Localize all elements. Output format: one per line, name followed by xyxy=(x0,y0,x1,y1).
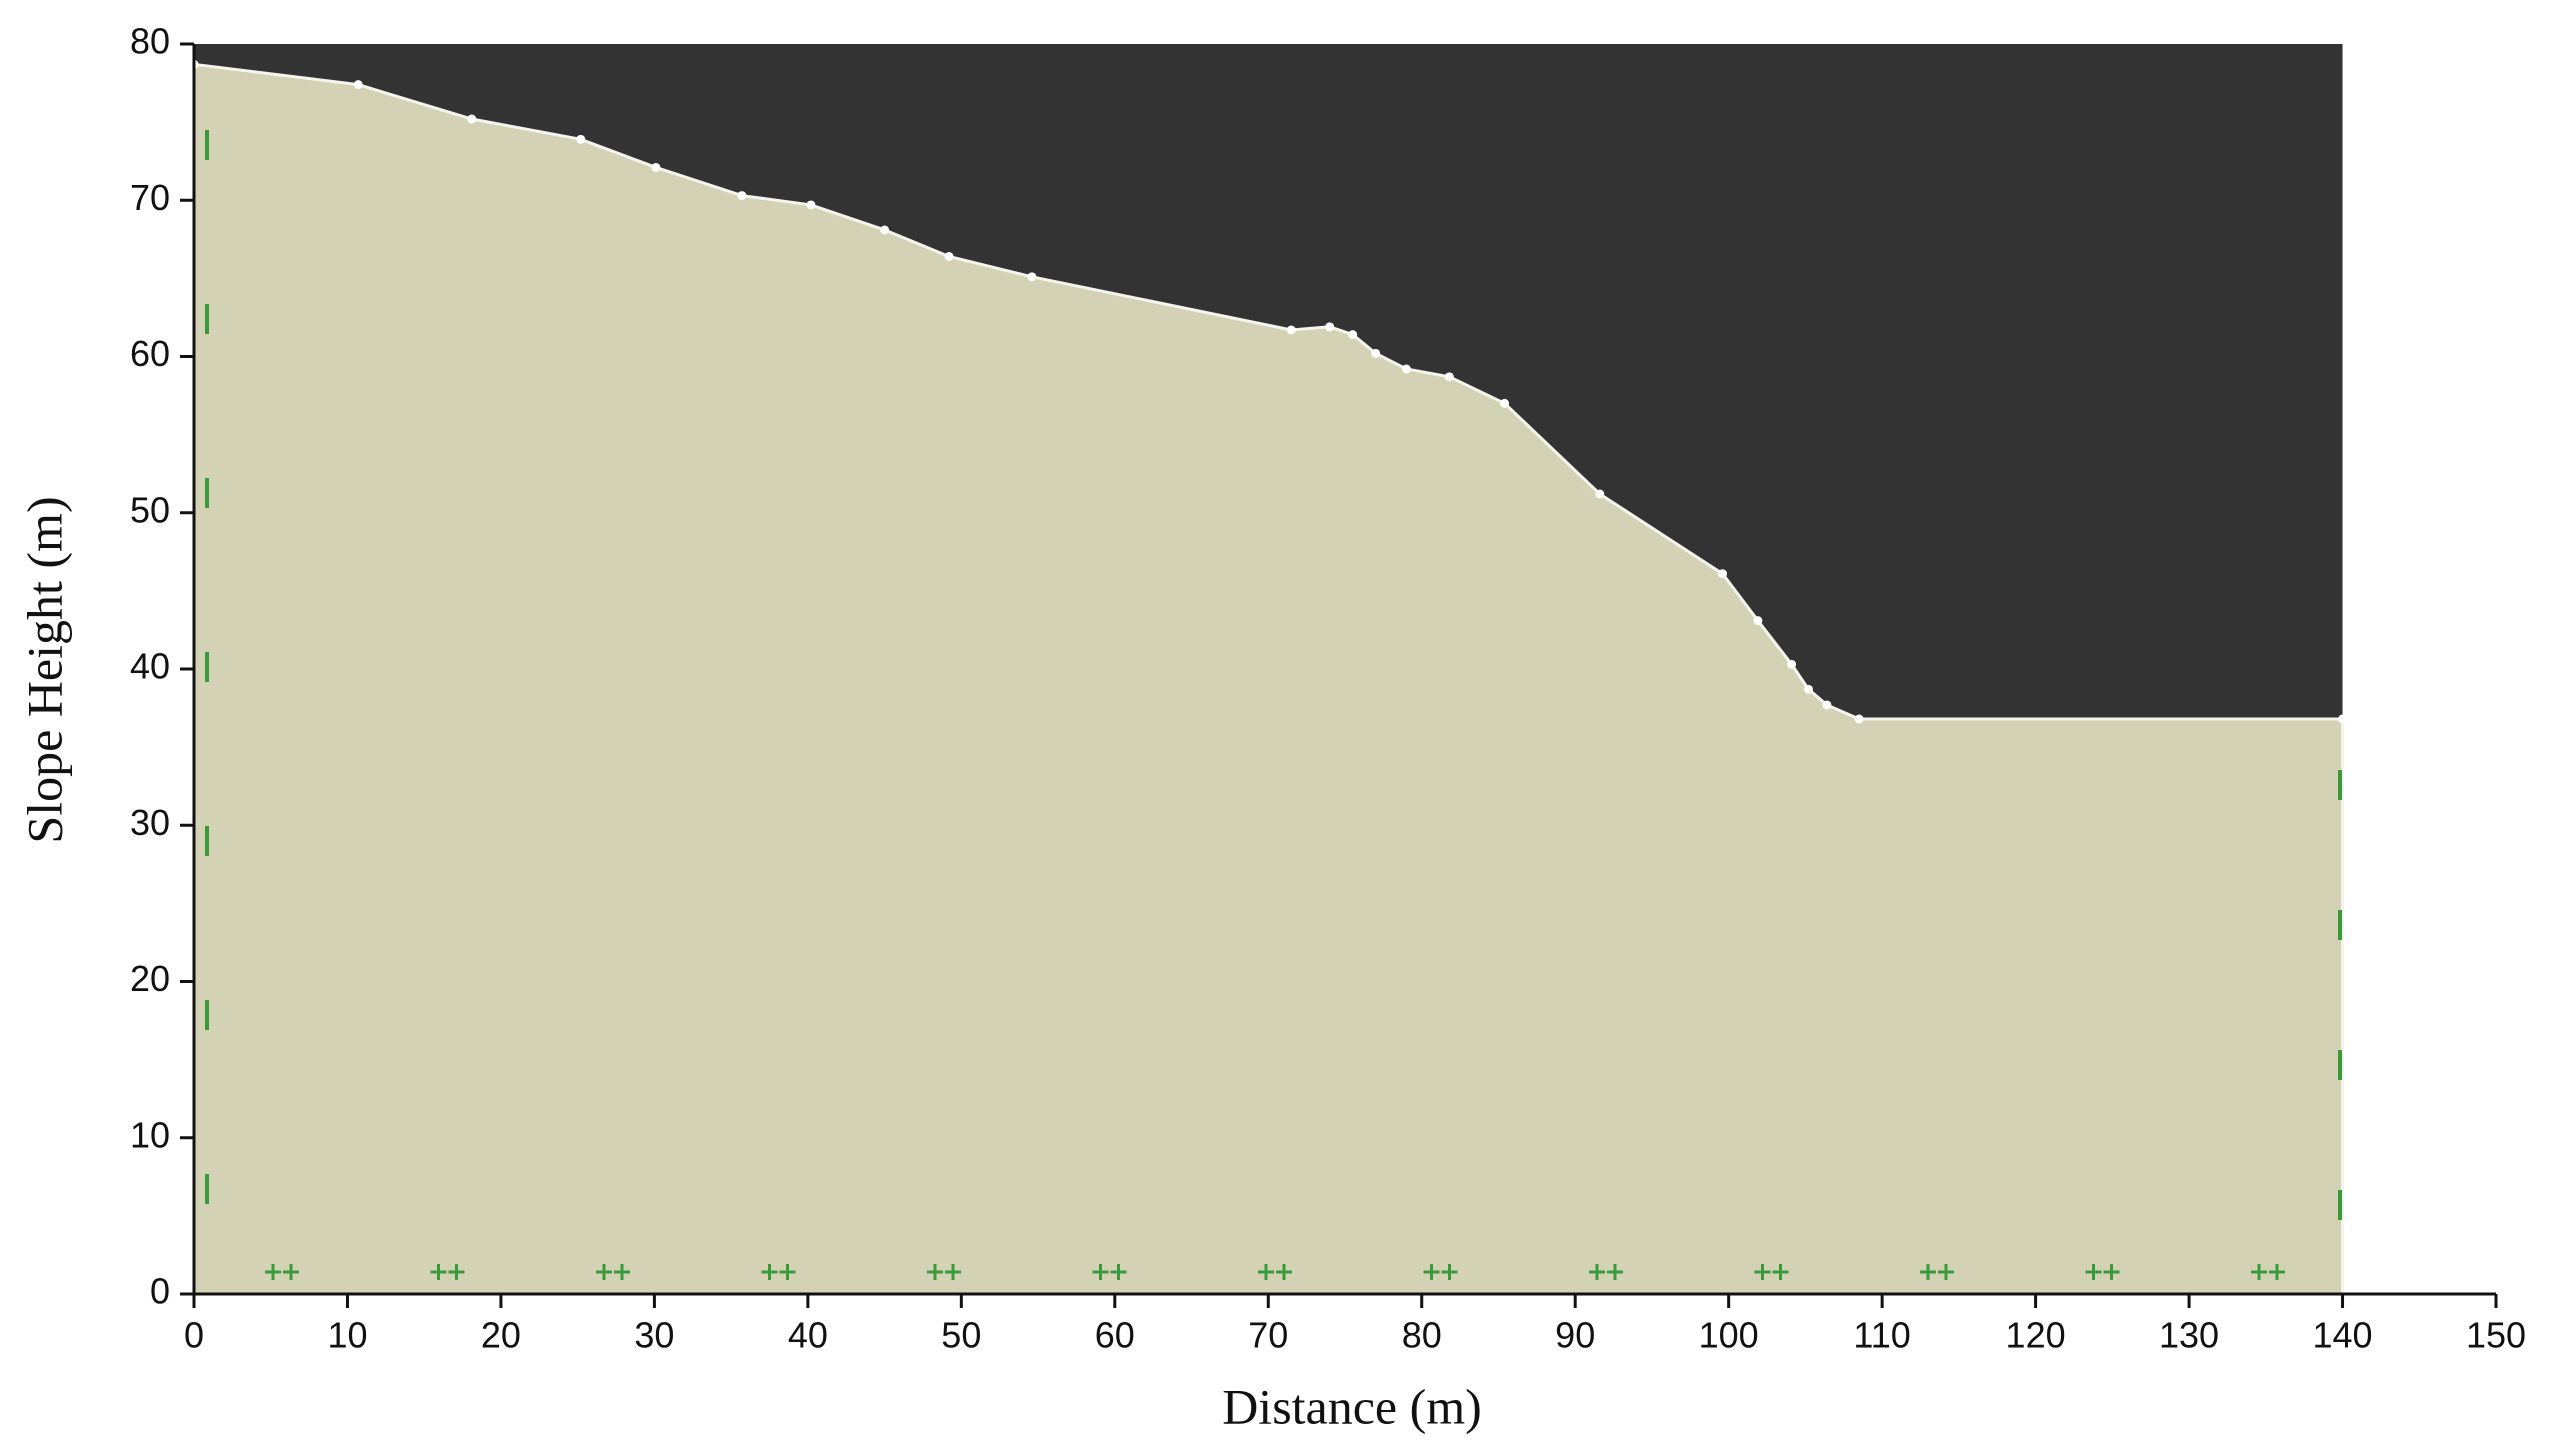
y-tick-label: 20 xyxy=(130,958,170,999)
y-axis-title: Slope Height (m) xyxy=(16,496,72,843)
y-tick-label: 0 xyxy=(150,1271,170,1312)
y-tick-label: 60 xyxy=(130,333,170,374)
vertex xyxy=(1787,659,1797,669)
x-tick-label: 0 xyxy=(184,1315,204,1356)
x-tick-label: 100 xyxy=(1699,1315,1759,1356)
y-tick-label: 40 xyxy=(130,646,170,687)
x-tick-label: 40 xyxy=(788,1315,828,1356)
vertex xyxy=(467,114,477,124)
vertex xyxy=(353,80,363,90)
x-tick-label: 30 xyxy=(634,1315,674,1356)
vertex xyxy=(1286,325,1296,335)
vertex xyxy=(1325,322,1335,332)
x-tick-label: 110 xyxy=(1853,1315,1910,1356)
vertex xyxy=(1027,272,1037,282)
y-tick-label: 70 xyxy=(130,177,170,218)
vertex xyxy=(737,191,747,201)
y-tick-label: 10 xyxy=(130,1114,170,1155)
vertex xyxy=(1753,616,1763,626)
vertex xyxy=(806,200,816,210)
x-tick-label: 50 xyxy=(941,1315,981,1356)
y-tick-label: 30 xyxy=(130,802,170,843)
vertex xyxy=(1854,714,1864,724)
x-tick-label: 140 xyxy=(2312,1315,2372,1356)
x-tick-label: 20 xyxy=(481,1315,521,1356)
vertex xyxy=(1500,398,1510,408)
vertex xyxy=(1401,364,1411,374)
x-tick-label: 150 xyxy=(2466,1315,2526,1356)
vertex xyxy=(1803,684,1813,694)
vertex xyxy=(880,225,890,235)
x-tick-label: 120 xyxy=(2006,1315,2066,1356)
vertex xyxy=(1348,330,1358,340)
x-tick-label: 70 xyxy=(1248,1315,1288,1356)
x-tick-label: 80 xyxy=(1402,1315,1442,1356)
slope-area xyxy=(192,62,2345,1296)
vertex xyxy=(576,134,586,144)
x-tick-label: 130 xyxy=(2159,1315,2219,1356)
vertex xyxy=(2338,714,2348,724)
vertex xyxy=(1444,372,1454,382)
x-tick-label: 90 xyxy=(1555,1315,1595,1356)
x-tick-label: 10 xyxy=(327,1315,367,1356)
vertex xyxy=(1822,700,1832,710)
vertex xyxy=(1595,489,1605,499)
y-tick-label: 80 xyxy=(130,21,170,62)
vertex xyxy=(1371,348,1381,358)
vertex xyxy=(1718,569,1728,579)
vertex xyxy=(944,252,954,261)
x-tick-label: 60 xyxy=(1095,1315,1135,1356)
y-tick-label: 50 xyxy=(130,489,170,530)
vertex xyxy=(651,162,661,172)
x-axis-title: Distance (m) xyxy=(1222,1378,1482,1434)
